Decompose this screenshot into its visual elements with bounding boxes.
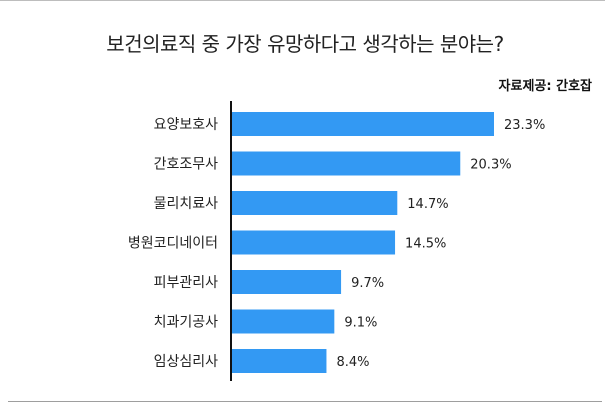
- category-label: 간호조무사: [154, 157, 219, 173]
- category-label: 임상심리사: [154, 354, 219, 370]
- bar: [232, 270, 342, 294]
- bar: [232, 309, 335, 334]
- chart-title: 보건의료직 중 가장 유망하다고 생각하는 분야는?: [106, 32, 504, 56]
- category-label: 피부관리사: [154, 275, 219, 291]
- bar: [232, 191, 398, 215]
- category-label: 물리치료사: [154, 196, 219, 212]
- value-label: 14.7%: [407, 197, 448, 212]
- bar: [232, 230, 396, 255]
- value-label: 23.3%: [504, 118, 545, 133]
- category-label: 병원코디네이터: [128, 236, 218, 252]
- bar: [232, 151, 461, 176]
- category-label: 치과기공사: [154, 315, 219, 331]
- source-credit: 자료제공: 간호잡: [498, 79, 592, 94]
- bar: [232, 349, 327, 373]
- bar: [232, 112, 494, 136]
- category-label: 요양보호사: [154, 117, 219, 133]
- top-divider: [0, 0, 605, 1]
- value-label: 8.4%: [336, 355, 369, 370]
- value-label: 20.3%: [470, 158, 511, 173]
- value-label: 9.1%: [344, 316, 377, 331]
- bottom-divider: [8, 401, 602, 402]
- value-label: 14.5%: [405, 237, 446, 252]
- value-label: 9.7%: [351, 276, 384, 291]
